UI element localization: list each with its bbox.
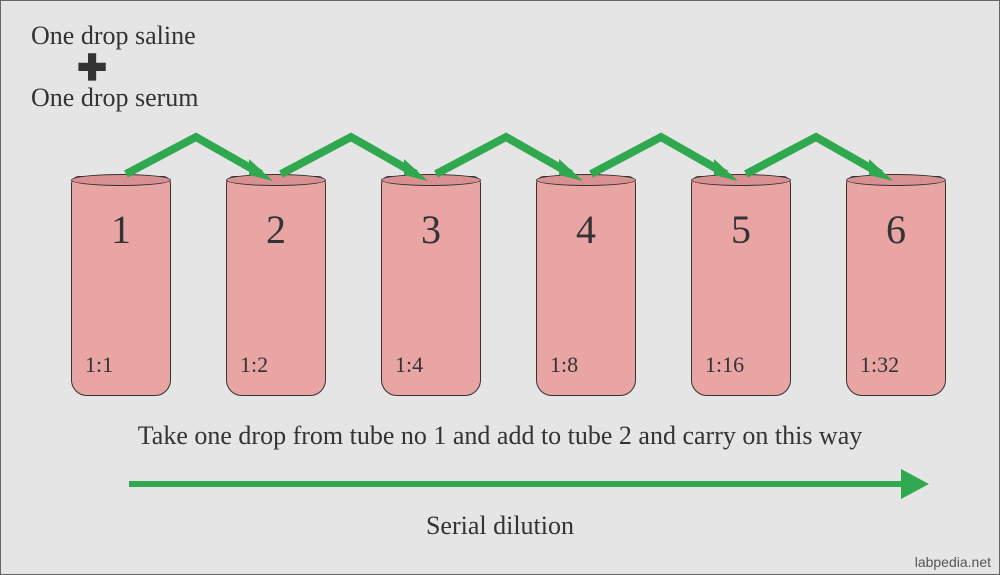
tube-number: 6	[846, 206, 946, 253]
header-line2: One drop serum	[31, 83, 199, 113]
tube-dilution: 1:32	[860, 352, 899, 378]
tube-dilution: 1:2	[240, 352, 268, 378]
tube-dilution: 1:8	[550, 352, 578, 378]
diagram-canvas: One drop saline ✚ One drop serum 11:121:…	[0, 0, 1000, 575]
transfer-arrow-4	[586, 129, 746, 189]
watermark: labpedia.net	[915, 554, 991, 570]
tube-2: 2 1:2	[226, 176, 326, 396]
serial-dilution-arrow	[129, 469, 929, 504]
tube-dilution: 1:1	[85, 352, 113, 378]
bottom-label: Serial dilution	[1, 511, 999, 541]
transfer-arrow-2	[276, 129, 436, 189]
tube-number: 5	[691, 206, 791, 253]
instruction-text: Take one drop from tube no 1 and add to …	[1, 421, 999, 451]
tube-number: 2	[226, 206, 326, 253]
tube-number: 4	[536, 206, 636, 253]
tube-1: 1 1:1	[71, 176, 171, 396]
tube-3: 3 1:4	[381, 176, 481, 396]
tube-number: 1	[71, 206, 171, 253]
tube-dilution: 1:16	[705, 352, 744, 378]
tube-4: 4 1:8	[536, 176, 636, 396]
tube-5: 5 1:16	[691, 176, 791, 396]
transfer-arrow-3	[431, 129, 591, 189]
tube-number: 3	[381, 206, 481, 253]
tube-dilution: 1:4	[395, 352, 423, 378]
header-line1: One drop saline	[31, 21, 196, 51]
transfer-arrow-1	[121, 129, 281, 189]
tube-6: 6 1:32	[846, 176, 946, 396]
transfer-arrow-5	[741, 129, 901, 189]
